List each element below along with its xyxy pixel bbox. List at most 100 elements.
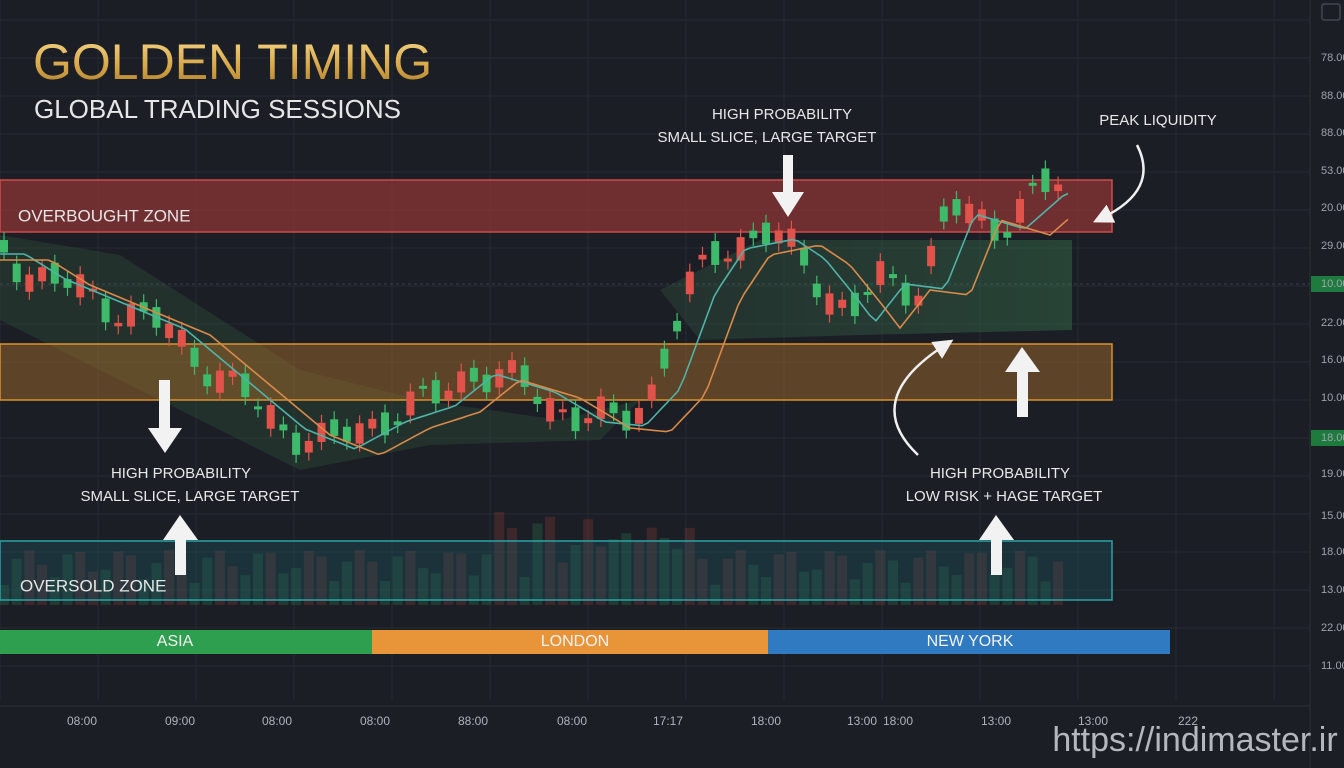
arrow-up [1005, 347, 1040, 417]
candle-body [596, 396, 605, 419]
trend-band [0, 235, 660, 470]
volume-bar [456, 553, 467, 605]
candle-body [203, 374, 212, 387]
volume-bar [913, 557, 924, 605]
time-label: 18:00 [751, 714, 781, 728]
volume-bar [875, 550, 886, 605]
volume-bar [316, 556, 327, 605]
candle-body [482, 374, 491, 393]
candle-body [419, 385, 428, 389]
volume-bar [519, 576, 530, 605]
candle-body [571, 407, 580, 432]
price-label: 10.00 [1321, 278, 1344, 290]
candle-body [850, 292, 859, 317]
volume-bar [24, 550, 35, 605]
volume-bar [37, 564, 48, 605]
zone-label: OVERBOUGHT ZONE [18, 206, 191, 225]
candle-body [165, 323, 174, 339]
candle-body [1054, 184, 1063, 192]
volume-bar [202, 557, 213, 605]
session-label: NEW YORK [927, 633, 1014, 650]
price-label: 22.00 [1321, 622, 1344, 634]
candle-body [25, 274, 34, 292]
candle-body [406, 391, 415, 416]
volume-bar [507, 527, 517, 605]
candle-body [838, 299, 847, 308]
volume-bar [545, 516, 556, 605]
session-bar [0, 630, 372, 654]
volume-bar [214, 550, 225, 605]
candle-body [787, 228, 796, 247]
time-label: 17:17 [653, 714, 683, 728]
volume-bar [367, 561, 378, 605]
volume-bar [583, 519, 594, 605]
volume-bar [761, 577, 771, 605]
price-axis: 78.00 88.00 88.00 53.00 20.00 29.00 10.00 22.00… [1311, 52, 1344, 672]
zone-label: OVERSOLD ZONE [20, 576, 166, 595]
volume-bar [176, 560, 187, 605]
volume-bar [634, 541, 644, 605]
volume-bar [278, 573, 289, 605]
volume-bar [227, 566, 238, 605]
volume-bar [329, 581, 340, 605]
volume-bar [659, 537, 670, 605]
volume-bar [595, 546, 606, 605]
curved-arrow [893, 339, 954, 456]
candle-body [901, 282, 910, 306]
volume-bar [722, 558, 733, 605]
volume-bar [405, 550, 416, 605]
price-highlight [1311, 430, 1344, 446]
volume-bar [989, 573, 1000, 605]
candle-body [673, 320, 682, 332]
session-label: LONDON [541, 633, 609, 650]
volume-bar [1053, 561, 1064, 605]
arrow-down [148, 380, 182, 453]
annotation: LOW RISK + HAGE TARGET [906, 488, 1103, 505]
volume-bar [75, 551, 86, 605]
volume-bar [418, 568, 429, 605]
volume-bar [189, 582, 200, 605]
volume-bar [291, 568, 302, 605]
session-bar [372, 630, 768, 654]
candle-body [800, 247, 809, 266]
price-label: 13.00 [1321, 584, 1344, 596]
candle-body [774, 230, 783, 244]
time-label: 08:00 [360, 714, 390, 728]
annotation: HIGH PROBABILITY [930, 465, 1070, 482]
arrow-up [163, 515, 198, 575]
volume-bar [303, 550, 314, 605]
candle-body [12, 263, 21, 283]
price-label: 16.00 [1321, 354, 1344, 366]
candle-body [533, 396, 542, 405]
volume-bar [964, 553, 975, 605]
volume-bar [468, 575, 479, 605]
candle-body [990, 218, 999, 241]
candle-body [952, 199, 961, 216]
candle-body [215, 370, 224, 393]
candle-body [279, 424, 288, 431]
volume-bar [1027, 556, 1038, 605]
arrow-down [772, 155, 804, 217]
price-label: 10.00 [1321, 392, 1344, 404]
volume-bar [646, 527, 657, 605]
candle-body [609, 402, 618, 414]
candle-body [444, 390, 453, 400]
time-label: 13:00 [847, 714, 877, 728]
volume-bar [799, 571, 810, 605]
price-label: 18.00 [1321, 546, 1344, 558]
curved-arrow [1092, 144, 1145, 223]
candle-body [685, 271, 694, 295]
volume-bar [824, 551, 835, 605]
candle-body [698, 254, 707, 260]
candle-body [660, 348, 669, 369]
time-label: 09:00 [165, 714, 195, 728]
candle-body [584, 418, 593, 424]
volume-bar [481, 554, 492, 605]
volume-bar [100, 569, 111, 605]
candle-body [190, 347, 199, 367]
candle-body [546, 398, 555, 422]
time-axis: 08:00 09:00 08:00 08:00 88:00 08:00 17:17 18:00… [67, 714, 1198, 728]
candle-body [177, 329, 186, 347]
title: GOLDEN TIMING [33, 34, 432, 90]
